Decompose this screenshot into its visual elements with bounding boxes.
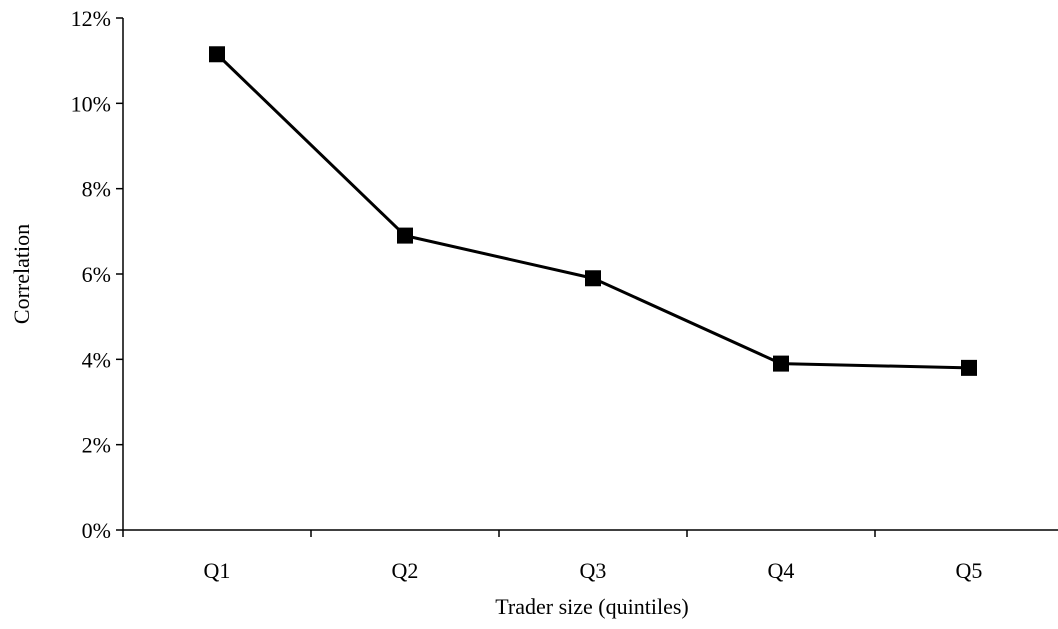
- y-tick-label: 8%: [82, 177, 111, 202]
- x-axis-title: Trader size (quintiles): [495, 594, 688, 619]
- series-layer: [209, 46, 977, 376]
- x-ticks: Q1 Q2 Q3 Q4 Q5: [122, 530, 983, 583]
- series-line: [215, 53, 970, 370]
- y-ticks: 0% 2% 4% 6% 8% 10% 12%: [71, 6, 123, 543]
- x-tick-label: Q2: [392, 558, 419, 583]
- y-tick-label: 12%: [71, 6, 111, 31]
- y-tick-label: 4%: [82, 347, 111, 372]
- y-tick-label: 6%: [82, 262, 111, 287]
- x-tick-label: Q5: [956, 558, 983, 583]
- data-point-marker: [585, 270, 601, 287]
- y-tick-label: 10%: [71, 91, 111, 116]
- x-tick-label: Q1: [204, 558, 231, 583]
- y-tick-label: 0%: [82, 518, 111, 543]
- x-tick-label: Q3: [580, 558, 607, 583]
- y-tick-label: 2%: [82, 433, 111, 458]
- x-tick-label: Q4: [768, 558, 795, 583]
- data-point-marker: [209, 46, 225, 63]
- data-point-marker: [961, 359, 977, 376]
- data-point-marker: [773, 355, 789, 372]
- data-point-marker: [397, 227, 413, 244]
- y-axis-title: Correlation: [9, 224, 34, 324]
